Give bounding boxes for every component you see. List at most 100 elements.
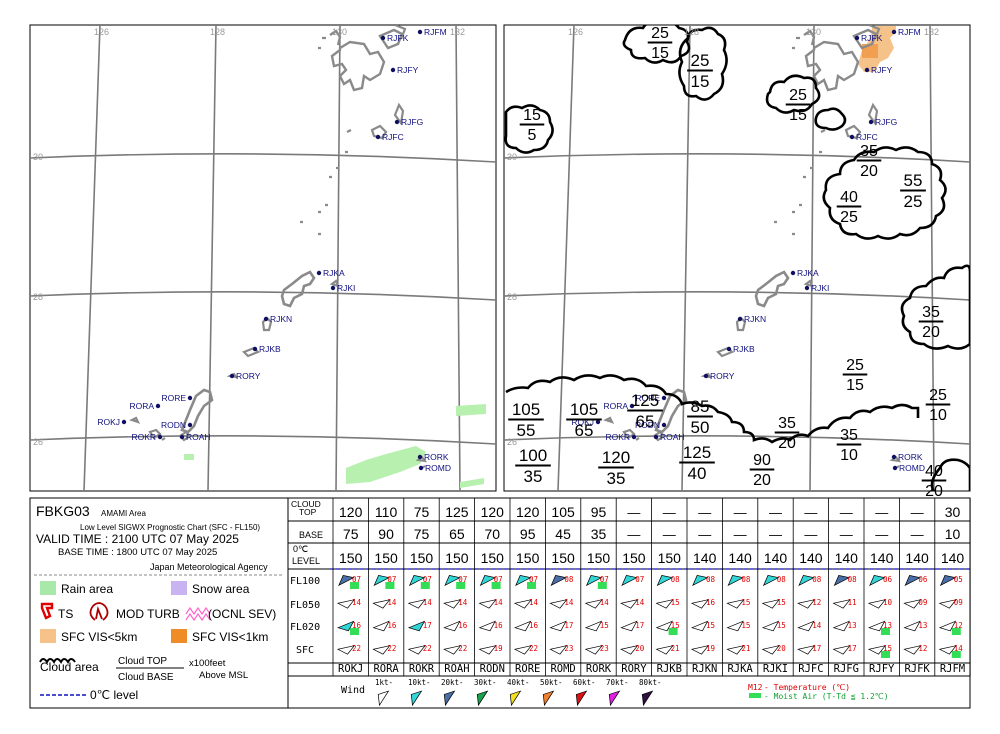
- station-dot: [868, 119, 874, 125]
- station-dot: [891, 29, 897, 35]
- right-map-panel: 126 128 130 132 30 28 26 RJFKRJFMRJFYRJF…: [503, 24, 971, 500]
- station-dot: [380, 35, 386, 41]
- station-dot: [252, 346, 258, 352]
- station-dot: [737, 316, 743, 322]
- station-label-rory: RORY: [710, 371, 735, 381]
- station-label-rjfy: RJFY: [871, 65, 893, 75]
- lon-label: 126: [568, 27, 583, 37]
- station-dot: [631, 434, 637, 440]
- right-graticule-labels: 126 128 130 132 30 28 26: [507, 27, 939, 447]
- cloud-base-value: 20: [925, 483, 943, 500]
- station-label-rokr: ROKR: [131, 432, 156, 442]
- lon-label: 128: [684, 27, 699, 37]
- lon-label: 126: [94, 27, 109, 37]
- station-label-rjfc: RJFC: [382, 132, 404, 142]
- station-dot: [661, 395, 667, 401]
- station-dot: [316, 270, 322, 276]
- station-dot: [187, 422, 193, 428]
- station-dot: [653, 434, 659, 440]
- lat-label: 28: [507, 292, 517, 302]
- station-label-roah: ROAH: [660, 432, 685, 442]
- cloud-top-value: 40: [925, 463, 943, 480]
- station-dot: [157, 434, 163, 440]
- lat-label: 26: [33, 437, 43, 447]
- station-dot: [330, 285, 336, 291]
- rain-area: [184, 404, 486, 488]
- station-label-rjkb: RJKB: [733, 344, 755, 354]
- cloud-top-value: 100: [519, 446, 547, 465]
- left-graticule-labels: 126 128 130 132 30 28 26: [33, 27, 465, 447]
- cloud-base-value: 40: [688, 464, 707, 483]
- station-label-rokj: ROKJ: [571, 417, 594, 427]
- cloud-base-value: 15: [846, 377, 864, 394]
- cloud-base-value: 35: [607, 469, 626, 488]
- cloud-base-value: 35: [524, 467, 543, 486]
- left-map-panel: 126 128 130 132 30 28 26 RJFK RJFM RJFY RJF…: [29, 24, 497, 492]
- cloud-base-value: 5: [528, 127, 537, 144]
- station-dot: [849, 134, 855, 140]
- cloud-top-value: 55: [904, 171, 923, 190]
- station-label-rore: RORE: [161, 393, 186, 403]
- cloud-base-value: 25: [904, 192, 923, 211]
- lat-label: 30: [33, 152, 43, 162]
- station-dot: [595, 419, 601, 425]
- station-label-rjkn: RJKN: [744, 314, 766, 324]
- right-station-markers: RJFK RJFM RJFY RJFG RJFC RJKA RJKI RJKN RJKB RORY…: [571, 27, 925, 473]
- cloud-top-value: 25: [789, 87, 807, 104]
- cloud-base-value: 20: [922, 324, 940, 341]
- station-dot: [418, 465, 424, 471]
- cloud-top-value: 90: [753, 452, 771, 469]
- lon-label: 132: [450, 27, 465, 37]
- station-dot: [790, 270, 796, 276]
- station-label-rjfg: RJFG: [401, 117, 423, 127]
- station-label-rjfm: RJFM: [898, 27, 921, 37]
- station-dot: [726, 346, 732, 352]
- station-label-rjkb: RJKB: [259, 344, 281, 354]
- station-label-rjfg: RJFG: [875, 117, 897, 127]
- lon-label: 130: [806, 27, 821, 37]
- lon-label: 132: [924, 27, 939, 37]
- cloud-base-value: 55: [517, 421, 536, 440]
- station-label-rjka: RJKA: [797, 268, 819, 278]
- station-label-rork: RORK: [898, 452, 923, 462]
- lon-label: 130: [332, 27, 347, 37]
- station-label-rjfm: RJFM: [424, 27, 447, 37]
- station-label-rokj: ROKJ: [97, 417, 120, 427]
- station-label-rjki: RJKI: [811, 283, 829, 293]
- lon-label: 128: [210, 27, 225, 37]
- station-label-rjfy: RJFY: [397, 65, 419, 75]
- station-dot: [187, 395, 193, 401]
- cloud-base-value: 20: [778, 435, 796, 452]
- station-label-rodn: RODN: [635, 420, 660, 430]
- cloud-top-value: 120: [602, 448, 630, 467]
- station-dot: [417, 29, 423, 35]
- cloud-top-value: 15: [523, 107, 541, 124]
- station-dot: [891, 454, 897, 460]
- station-label-rory: RORY: [236, 371, 261, 381]
- station-label-rjki: RJKI: [337, 283, 355, 293]
- cloud-top-value: 25: [691, 51, 710, 70]
- station-label-rjfk: RJFK: [387, 33, 409, 43]
- station-dot: [390, 67, 396, 73]
- cloud-top-value: 85: [691, 397, 710, 416]
- cloud-top-value: 25: [651, 25, 669, 42]
- station-dot: [155, 403, 161, 409]
- station-dot: [892, 465, 898, 471]
- station-dot: [375, 134, 381, 140]
- cloud-base-value: 15: [651, 45, 669, 62]
- lat-label: 30: [507, 152, 517, 162]
- station-label-roah: ROAH: [186, 432, 211, 442]
